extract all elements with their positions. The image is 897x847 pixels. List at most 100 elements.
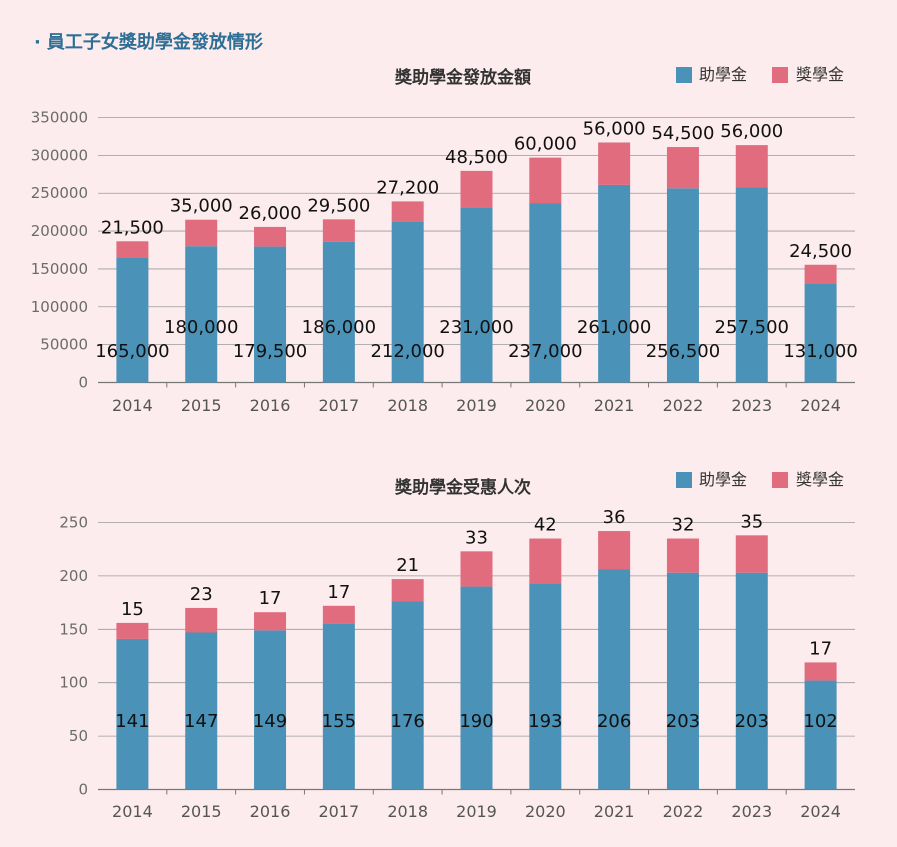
bar-scholarship xyxy=(460,551,493,587)
legend-swatch-grant xyxy=(676,67,692,83)
data-label-scholarship: 32 xyxy=(672,515,695,536)
bar-grant xyxy=(185,632,218,790)
legend-swatch-scholarship xyxy=(772,67,788,83)
y-tick-label: 150000 xyxy=(31,260,88,278)
data-label-scholarship: 26,000 xyxy=(239,203,302,224)
data-label-grant: 231,000 xyxy=(439,317,513,338)
recipients-chart: 獎助學金受惠人次 助學金 獎學金 0 50 100 150 200 250 2014 15 141 20… xyxy=(59,470,855,821)
chart-title: 獎助學金發放金額 xyxy=(394,67,531,88)
x-tick-label: 2022 xyxy=(663,802,704,821)
legend-label-scholarship: 獎學金 xyxy=(796,65,844,84)
data-label-grant: 141 xyxy=(115,711,149,732)
bar-scholarship xyxy=(804,662,837,681)
bar-grant xyxy=(529,583,562,790)
chart-legend: 助學金 獎學金 xyxy=(676,65,844,84)
data-label-scholarship: 56,000 xyxy=(720,121,783,142)
bar-grant xyxy=(804,283,837,383)
bar-grant xyxy=(391,221,424,383)
bar-scholarship xyxy=(391,579,424,602)
x-tick-label: 2023 xyxy=(731,396,772,415)
x-tick-label: 2017 xyxy=(319,396,360,415)
data-label-scholarship: 24,500 xyxy=(789,241,852,262)
data-label-grant: 102 xyxy=(803,711,837,732)
data-label-scholarship: 42 xyxy=(534,515,557,536)
y-tick-label: 50000 xyxy=(40,336,88,354)
bar-scholarship xyxy=(322,605,355,624)
x-tick-label: 2014 xyxy=(112,396,153,415)
data-label-scholarship: 15 xyxy=(121,599,144,620)
data-label-grant: 237,000 xyxy=(508,341,582,362)
bar-scholarship xyxy=(460,170,493,208)
legend-swatch-scholarship xyxy=(772,472,788,488)
bar-scholarship xyxy=(735,145,768,188)
x-tick-label: 2021 xyxy=(594,396,635,415)
x-tick-label: 2019 xyxy=(456,396,497,415)
data-label-scholarship: 21 xyxy=(396,555,419,576)
y-tick-label: 100000 xyxy=(31,298,88,316)
data-label-grant: 131,000 xyxy=(783,341,857,362)
data-label-grant: 186,000 xyxy=(302,317,376,338)
data-label-grant: 176 xyxy=(391,711,425,732)
data-label-grant: 190 xyxy=(459,711,493,732)
legend-swatch-grant xyxy=(676,472,692,488)
legend-label-grant: 助學金 xyxy=(699,65,747,84)
data-label-grant: 180,000 xyxy=(164,317,238,338)
data-label-grant: 193 xyxy=(528,711,562,732)
bar-grant xyxy=(116,638,149,790)
data-label-scholarship: 17 xyxy=(327,582,350,603)
bar-scholarship xyxy=(598,531,631,570)
bar-grant xyxy=(460,207,493,383)
data-label-grant: 149 xyxy=(253,711,287,732)
bar-grant xyxy=(254,630,287,790)
bar-grant xyxy=(322,241,355,383)
x-tick-label: 2024 xyxy=(800,802,841,821)
bar-grant xyxy=(666,188,699,383)
bar-scholarship xyxy=(735,535,768,573)
y-tick-label: 300000 xyxy=(31,146,88,164)
page-title-text: 員工子女獎助學金發放情形 xyxy=(46,32,263,53)
bar-grant xyxy=(460,586,493,790)
data-label-scholarship: 54,500 xyxy=(651,123,714,144)
data-label-scholarship: 48,500 xyxy=(445,147,508,168)
bar-scholarship xyxy=(254,612,287,631)
y-tick-label: 200000 xyxy=(31,222,88,240)
x-tick-label: 2021 xyxy=(594,802,635,821)
bar-grant xyxy=(735,572,768,790)
y-tick-label: 100 xyxy=(59,674,88,692)
bar-grant xyxy=(666,572,699,790)
data-label-scholarship: 17 xyxy=(259,588,282,609)
x-tick-label: 2023 xyxy=(731,802,772,821)
bar-grant xyxy=(322,623,355,790)
data-label-grant: 206 xyxy=(597,711,631,732)
data-label-scholarship: 27,200 xyxy=(376,177,439,198)
data-label-grant: 257,500 xyxy=(715,317,789,338)
bar-scholarship xyxy=(666,147,699,189)
bar-scholarship xyxy=(254,226,287,247)
data-label-grant: 147 xyxy=(184,711,218,732)
x-tick-label: 2017 xyxy=(319,802,360,821)
x-tick-label: 2016 xyxy=(250,802,291,821)
x-tick-label: 2015 xyxy=(181,802,222,821)
data-label-scholarship: 29,500 xyxy=(307,195,370,216)
y-tick-label: 200 xyxy=(59,567,88,585)
data-label-grant: 165,000 xyxy=(95,341,169,362)
data-label-grant: 203 xyxy=(666,711,700,732)
y-tick-label: 250 xyxy=(59,514,88,532)
chart-legend: 助學金 獎學金 xyxy=(676,470,844,489)
y-tick-label: 50 xyxy=(69,727,88,745)
bar-grant xyxy=(254,246,287,383)
page-title: · 員工子女獎助學金發放情形 xyxy=(34,28,263,54)
bar-grant xyxy=(735,187,768,383)
y-tick-label: 250000 xyxy=(31,184,88,202)
bar-grant xyxy=(391,601,424,790)
amount-chart: 獎助學金發放金額 助學金 獎學金 0 50000 100000 150000 200000 25… xyxy=(31,65,858,415)
data-label-scholarship: 35 xyxy=(740,511,763,532)
bar-grant xyxy=(598,184,631,383)
data-label-scholarship: 35,000 xyxy=(170,196,233,217)
title-bullet: · xyxy=(34,32,41,53)
x-tick-label: 2014 xyxy=(112,802,153,821)
bar-scholarship xyxy=(804,264,837,284)
data-label-scholarship: 17 xyxy=(809,638,832,659)
data-label-scholarship: 60,000 xyxy=(514,134,577,155)
bar-scholarship xyxy=(185,219,218,247)
